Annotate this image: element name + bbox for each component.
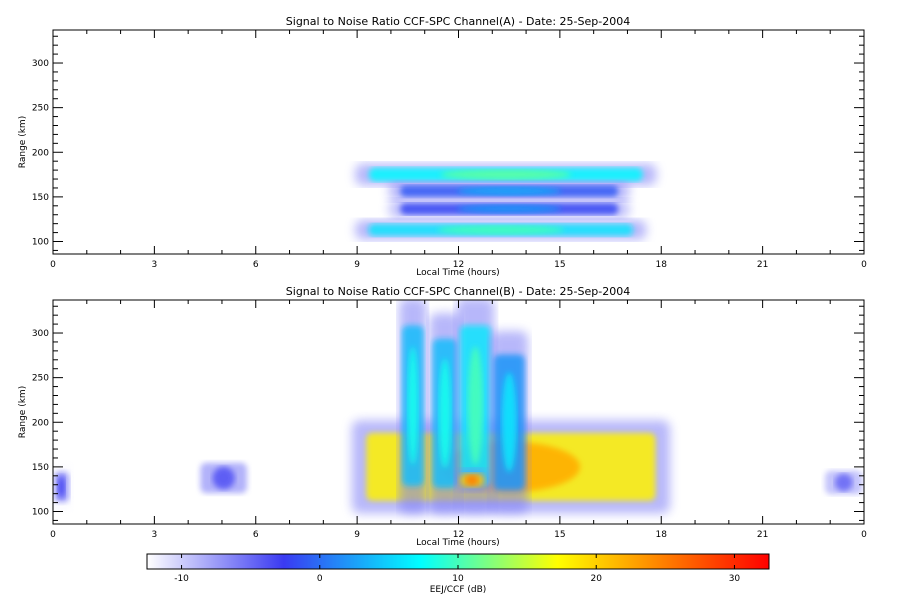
colorbar: -10 0 10 20 30 EEJ/CCF (dB) bbox=[146, 553, 770, 595]
panel-b-ylabel: Range (km) bbox=[18, 386, 28, 438]
panel-b-ytick-label: 200 bbox=[32, 418, 49, 428]
panel-b-xtick-label: 12 bbox=[453, 530, 464, 540]
colorbar-tick-label: -10 bbox=[174, 574, 189, 584]
panel-b-echo-peak bbox=[407, 346, 419, 465]
panel-b-echo-peak bbox=[57, 475, 66, 499]
panel-b-xtick-label: 3 bbox=[152, 530, 158, 540]
panel-b-echo-region bbox=[196, 455, 251, 501]
panel-a-echo-region bbox=[355, 163, 657, 186]
panel-a-xtick-label: 18 bbox=[656, 260, 668, 270]
colorbar-tick-label: 30 bbox=[729, 574, 741, 584]
panel-b-echo-peak bbox=[467, 346, 483, 465]
panel-b-xtick-label: 21 bbox=[757, 530, 768, 540]
panel-a-xtick-label: 21 bbox=[757, 260, 768, 270]
colorbar-tick-label: 20 bbox=[590, 574, 602, 584]
panel-b-xtick-label: 0 bbox=[50, 530, 56, 540]
panel-a-echo-peak bbox=[457, 186, 562, 196]
panel-a-echo-region bbox=[355, 219, 647, 240]
panel-a-echo-peak bbox=[437, 225, 564, 235]
panel-a-xtick-label: 15 bbox=[554, 260, 565, 270]
panel-b-xtick-label: 9 bbox=[354, 530, 360, 540]
panel-a-xtick-label: 0 bbox=[50, 260, 56, 270]
panel-b-echo-region bbox=[821, 464, 864, 501]
colorbar-tick-label: 0 bbox=[317, 574, 323, 584]
panel-b-heatmap bbox=[53, 300, 864, 514]
panel-b-echo-region bbox=[429, 313, 461, 514]
panel-b-echo-region bbox=[456, 469, 488, 492]
panel-a-ytick-label: 100 bbox=[32, 238, 49, 248]
panel-a-ytick-label: 200 bbox=[32, 148, 49, 158]
panel-b-echo-peak bbox=[466, 475, 478, 486]
panel-a-echo-peak bbox=[457, 204, 562, 214]
panel-b-ytick-label: 100 bbox=[32, 508, 49, 518]
panel-b-echo-region bbox=[490, 331, 529, 514]
panel-a-ylabel: Range (km) bbox=[18, 116, 28, 168]
panel-a-echo-region bbox=[388, 199, 630, 219]
panel-b-ytick-label: 150 bbox=[32, 463, 49, 473]
colorbar-label: EEJ/CCF (dB) bbox=[430, 585, 487, 595]
panel-a-ytick-label: 150 bbox=[32, 193, 49, 203]
panel-a-ytick-label: 300 bbox=[32, 59, 49, 69]
panel-a-echo-region bbox=[388, 181, 630, 201]
panel-a-xtick-label: 12 bbox=[453, 260, 464, 270]
panel-a-title: Signal to Noise Ratio CCF-SPC Channel(A)… bbox=[286, 15, 630, 28]
panel-b-echo-peak bbox=[212, 466, 235, 490]
panel-b-xtick-label: 18 bbox=[656, 530, 668, 540]
panel-a-xlabel: Local Time (hours) bbox=[416, 268, 499, 278]
panel-a-xtick-label: 0 bbox=[861, 260, 867, 270]
colorbar-ticks: -10 0 10 20 30 bbox=[174, 554, 740, 584]
panel-a-xtick-label: 9 bbox=[354, 260, 360, 270]
panel-b-xlabel: Local Time (hours) bbox=[416, 538, 499, 548]
panel-b-title: Signal to Noise Ratio CCF-SPC Channel(B)… bbox=[286, 285, 630, 298]
panel-a-axes: 0 3 6 9 12 15 18 21 0 100 150 200 250 300 bbox=[32, 30, 867, 270]
panel-a: Signal to Noise Ratio CCF-SPC Channel(A)… bbox=[18, 15, 867, 278]
panel-b-echo-peak bbox=[834, 473, 853, 492]
panel-a-xtick-label: 3 bbox=[152, 260, 158, 270]
panel-a-heatmap bbox=[355, 163, 657, 240]
panel-b-echo-peak bbox=[501, 372, 517, 473]
panel-b-xtick-label: 6 bbox=[253, 530, 259, 540]
panel-b-xtick-label: 0 bbox=[861, 530, 867, 540]
colorbar-tick-label: 10 bbox=[452, 574, 464, 584]
panel-b: Signal to Noise Ratio CCF-SPC Channel(B)… bbox=[18, 285, 867, 548]
panel-b-axes: 0 3 6 9 12 15 18 21 0 100 150 200 250 300 bbox=[32, 300, 867, 540]
panel-a-echo-peak bbox=[440, 169, 572, 180]
panel-b-ytick-label: 300 bbox=[32, 329, 49, 339]
panel-b-echo-region bbox=[456, 300, 495, 514]
panel-b-echo-region bbox=[399, 300, 427, 514]
panel-b-ytick-label: 250 bbox=[32, 374, 49, 384]
panel-a-xtick-label: 6 bbox=[253, 260, 259, 270]
panel-b-xtick-label: 15 bbox=[554, 530, 565, 540]
panel-a-ytick-label: 250 bbox=[32, 104, 49, 114]
panel-b-echo-peak bbox=[439, 358, 451, 469]
